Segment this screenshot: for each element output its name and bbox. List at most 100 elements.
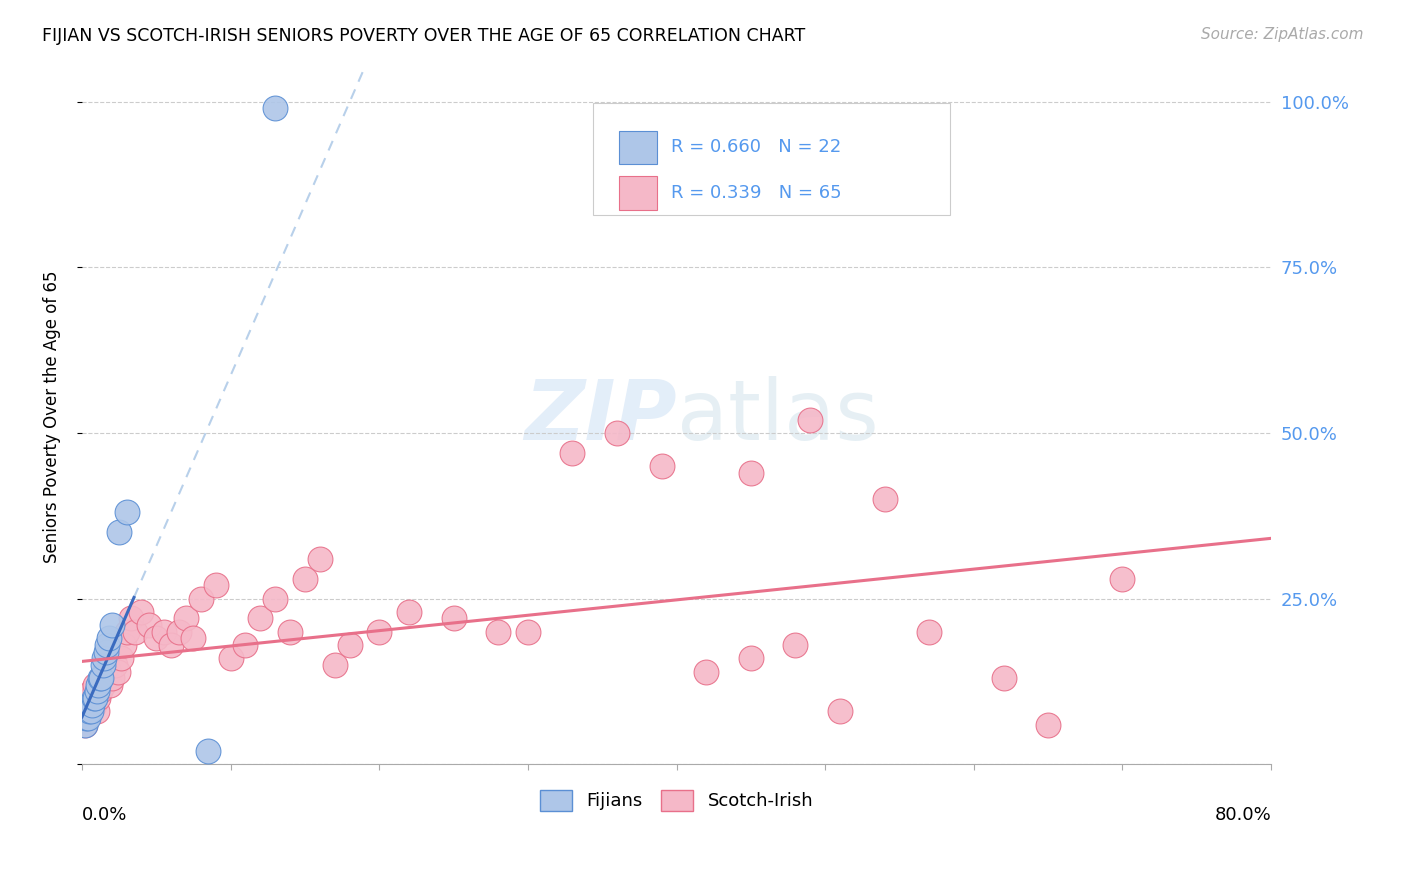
Point: [486, 624, 509, 639]
Point: [138, 618, 160, 632]
Point: [190, 591, 212, 606]
Point: [86, 684, 108, 698]
Point: [120, 611, 142, 625]
Point: [89, 671, 111, 685]
Point: [90, 671, 112, 685]
Point: [174, 611, 197, 625]
Point: [278, 624, 301, 639]
Point: [249, 611, 271, 625]
Point: [91, 657, 114, 672]
Point: [204, 578, 226, 592]
Point: [82, 698, 104, 712]
Point: [83, 691, 105, 706]
Point: [83, 698, 105, 712]
Point: [828, 704, 851, 718]
Point: [160, 638, 183, 652]
Point: [740, 651, 762, 665]
Point: [100, 671, 122, 685]
Point: [79, 704, 101, 718]
Text: ZIP: ZIP: [524, 376, 676, 457]
Legend: Fijians, Scotch-Irish: Fijians, Scotch-Irish: [533, 782, 821, 818]
Point: [651, 459, 673, 474]
Point: [77, 711, 100, 725]
Point: [87, 691, 110, 706]
Point: [740, 466, 762, 480]
Point: [75, 704, 97, 718]
Point: [100, 618, 122, 632]
Point: [93, 665, 115, 679]
Point: [89, 684, 111, 698]
Point: [96, 657, 118, 672]
Point: [72, 711, 94, 725]
Text: 0.0%: 0.0%: [82, 806, 128, 824]
Point: [80, 704, 103, 718]
Point: [115, 506, 138, 520]
FancyBboxPatch shape: [593, 103, 950, 215]
Point: [1111, 572, 1133, 586]
Point: [91, 678, 114, 692]
Text: atlas: atlas: [676, 376, 879, 457]
Point: [98, 678, 121, 692]
Text: 80.0%: 80.0%: [1215, 806, 1271, 824]
Bar: [620, 177, 658, 210]
Point: [1036, 717, 1059, 731]
Point: [84, 678, 107, 692]
Point: [131, 605, 153, 619]
Text: FIJIAN VS SCOTCH-IRISH SENIORS POVERTY OVER THE AGE OF 65 CORRELATION CHART: FIJIAN VS SCOTCH-IRISH SENIORS POVERTY O…: [42, 27, 806, 45]
Point: [339, 638, 361, 652]
Point: [73, 717, 96, 731]
Point: [80, 691, 103, 706]
Point: [235, 638, 257, 652]
Point: [104, 657, 127, 672]
Point: [398, 605, 420, 619]
Text: R = 0.660   N = 22: R = 0.660 N = 22: [671, 138, 841, 156]
Point: [73, 717, 96, 731]
Point: [75, 711, 97, 725]
Point: [90, 671, 112, 685]
Point: [107, 665, 129, 679]
Point: [294, 572, 316, 586]
Point: [873, 492, 896, 507]
Point: [82, 684, 104, 698]
Point: [152, 624, 174, 639]
Point: [87, 678, 110, 692]
Point: [197, 744, 219, 758]
Point: [368, 624, 391, 639]
Point: [112, 638, 135, 652]
Point: [219, 651, 242, 665]
Point: [308, 552, 330, 566]
Point: [799, 413, 821, 427]
Point: [97, 665, 120, 679]
Text: Source: ZipAtlas.com: Source: ZipAtlas.com: [1201, 27, 1364, 42]
Point: [323, 657, 346, 672]
Point: [96, 638, 118, 652]
Point: [167, 624, 190, 639]
Point: [264, 591, 287, 606]
Point: [695, 665, 717, 679]
Point: [110, 651, 132, 665]
Point: [97, 632, 120, 646]
Point: [84, 691, 107, 706]
Point: [108, 525, 131, 540]
Point: [124, 624, 146, 639]
Point: [115, 624, 138, 639]
Point: [79, 704, 101, 718]
Point: [93, 651, 115, 665]
Bar: [620, 130, 658, 164]
Point: [264, 101, 287, 115]
Point: [183, 632, 205, 646]
Point: [606, 425, 628, 440]
Point: [86, 704, 108, 718]
Point: [94, 671, 117, 685]
Text: R = 0.339   N = 65: R = 0.339 N = 65: [671, 184, 841, 202]
Y-axis label: Seniors Poverty Over the Age of 65: Seniors Poverty Over the Age of 65: [44, 270, 60, 563]
Point: [918, 624, 941, 639]
Point: [993, 671, 1015, 685]
Point: [77, 698, 100, 712]
Point: [145, 632, 167, 646]
Point: [785, 638, 807, 652]
Point: [516, 624, 538, 639]
Point: [94, 645, 117, 659]
Point: [561, 446, 583, 460]
Point: [443, 611, 465, 625]
